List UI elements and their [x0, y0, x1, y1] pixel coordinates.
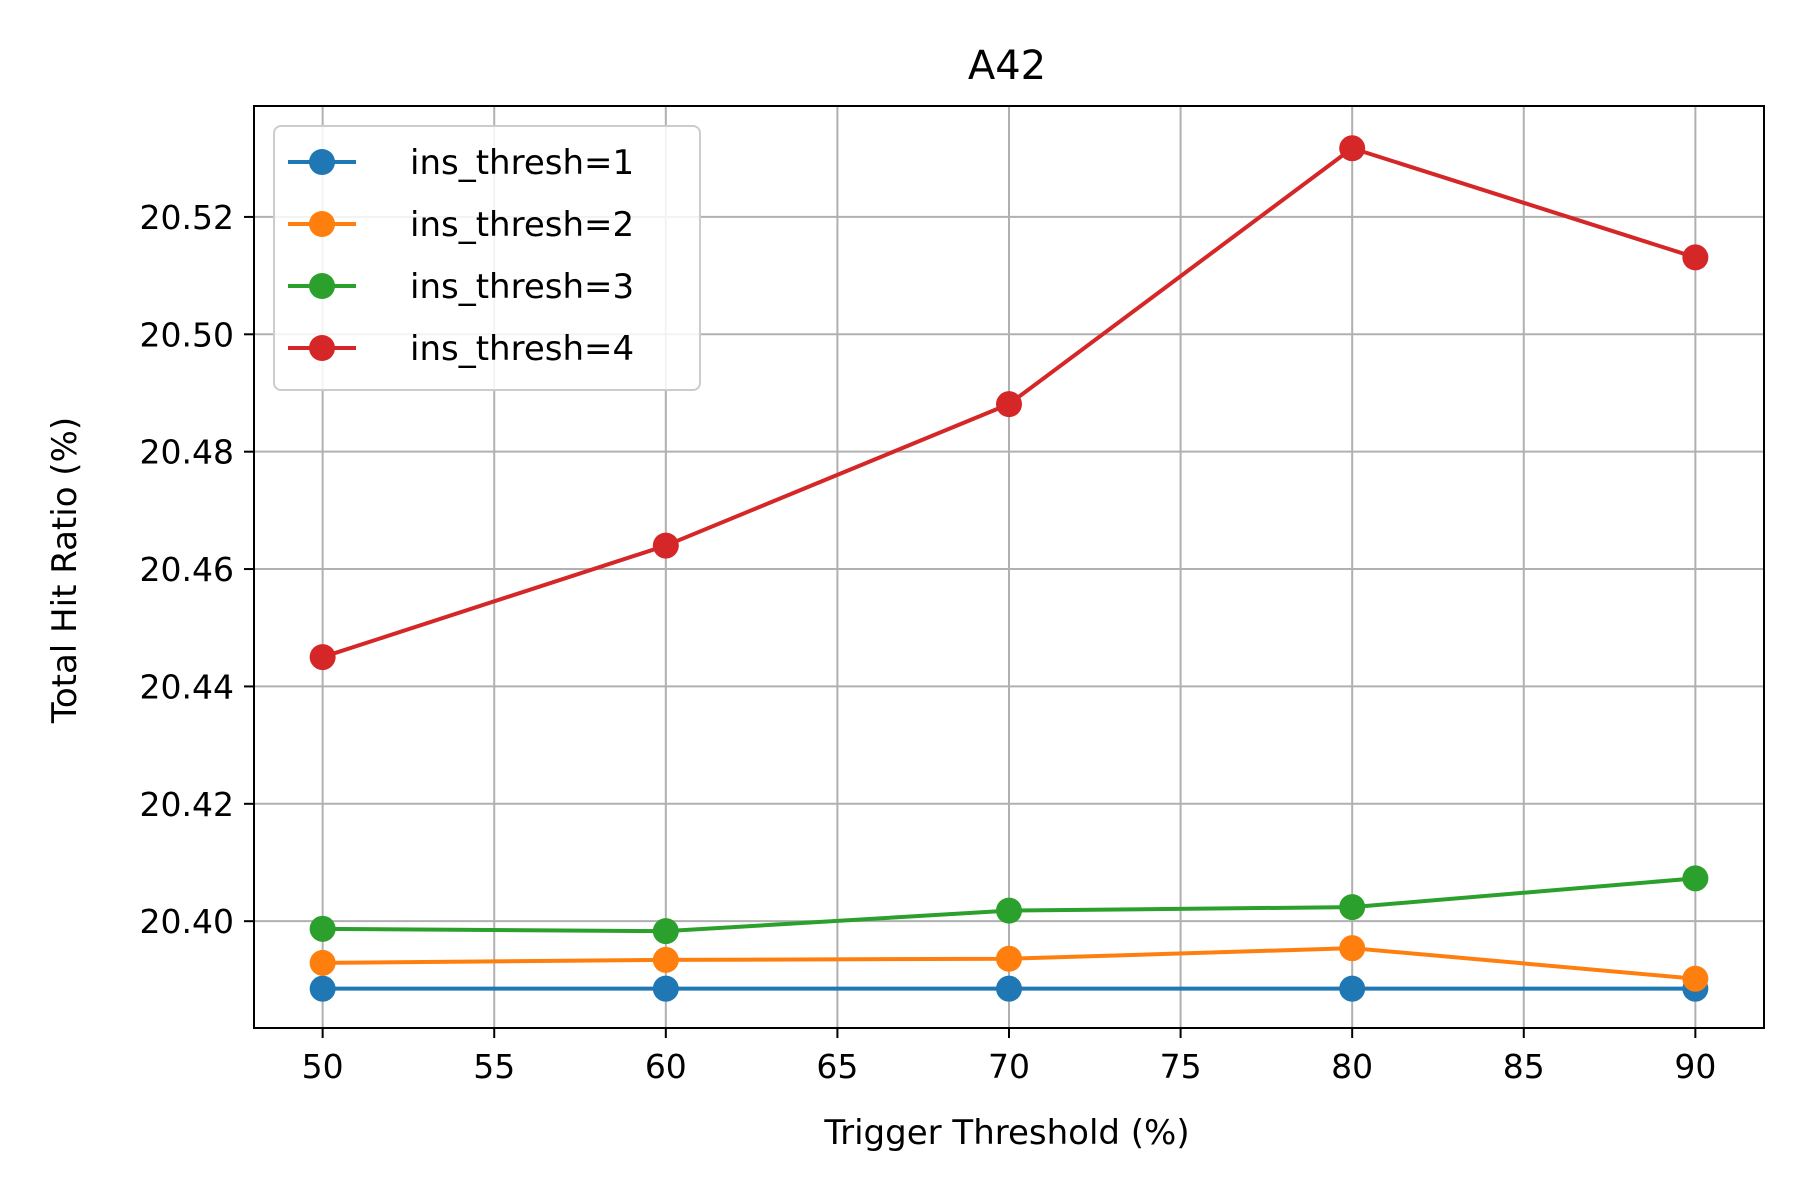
x-axis-label: Trigger Threshold (%): [823, 1113, 1189, 1153]
data-point: [309, 975, 336, 1002]
legend-item: ins_thresh=1: [288, 143, 634, 183]
legend-label: ins_thresh=2: [410, 205, 634, 245]
x-axis-ticks: 50 55 60 65 70 75 80 85 90: [302, 1028, 1716, 1086]
y-tick-label: 20.46: [140, 550, 234, 589]
y-tick-label: 20.40: [140, 902, 234, 941]
x-tick-label: 55: [473, 1047, 515, 1086]
data-point: [652, 975, 679, 1002]
y-tick-label: 20.48: [140, 433, 234, 472]
data-point: [309, 949, 336, 976]
data-point: [1682, 865, 1709, 892]
x-tick-label: 85: [1503, 1047, 1545, 1086]
x-tick-label: 60: [645, 1047, 687, 1086]
x-tick-label: 70: [988, 1047, 1030, 1086]
x-tick-label: 80: [1331, 1047, 1373, 1086]
legend-marker: [309, 335, 335, 361]
data-point: [1339, 135, 1366, 162]
data-point: [996, 391, 1022, 418]
series-2: [309, 935, 1709, 992]
legend-marker: [309, 273, 335, 299]
grid-lines: [254, 106, 1764, 1028]
y-axis-label: Total Hit Ratio (%): [45, 417, 85, 724]
series-layer: [309, 135, 1709, 1002]
legend-item: ins_thresh=3: [288, 267, 634, 307]
data-point: [1682, 244, 1709, 271]
y-tick-label: 20.50: [140, 315, 234, 354]
legend-marker: [309, 211, 335, 237]
y-tick-label: 20.52: [140, 198, 234, 237]
data-point: [309, 644, 336, 671]
legend-marker: [309, 149, 335, 175]
data-point: [309, 915, 336, 942]
data-point: [652, 918, 679, 945]
x-tick-label: 90: [1674, 1047, 1716, 1086]
data-point: [1339, 894, 1366, 921]
data-point: [996, 975, 1022, 1002]
series-3: [309, 865, 1709, 945]
legend-label: ins_thresh=3: [410, 267, 634, 307]
y-tick-label: 20.42: [140, 785, 234, 824]
chart-title: A42: [968, 43, 1046, 89]
y-axis-ticks: 20.40 20.42 20.44 20.46 20.48 20.50 20.52: [140, 198, 254, 941]
x-tick-label: 50: [302, 1047, 344, 1086]
data-point: [996, 897, 1022, 924]
x-tick-label: 65: [816, 1047, 858, 1086]
series-4: [309, 135, 1709, 671]
data-point: [652, 532, 679, 559]
legend-item: ins_thresh=4: [288, 329, 634, 369]
legend-box: [273, 125, 701, 391]
x-tick-label: 75: [1160, 1047, 1202, 1086]
data-point: [652, 946, 679, 973]
legend-label: ins_thresh=1: [410, 143, 634, 183]
data-point: [1682, 965, 1709, 992]
data-point: [1339, 935, 1366, 962]
data-point: [996, 945, 1022, 972]
data-point: [1339, 975, 1366, 1002]
legend-item: ins_thresh=2: [288, 205, 634, 245]
legend-label: ins_thresh=4: [410, 329, 634, 369]
legend: ins_thresh=1 ins_thresh=2 ins_thresh=3 ins_…: [273, 125, 701, 391]
y-tick-label: 20.44: [140, 667, 234, 706]
